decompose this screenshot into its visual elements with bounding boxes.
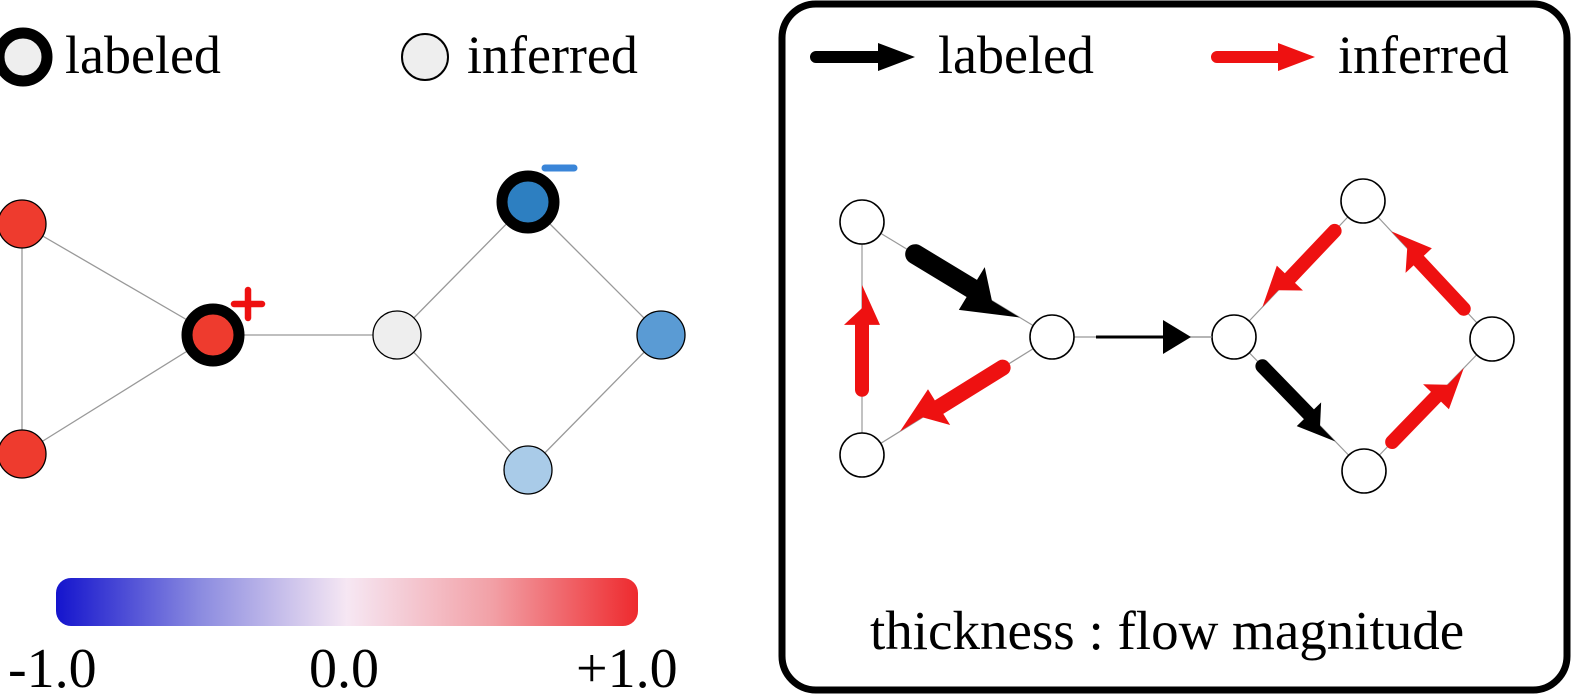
svg-text:0.0: 0.0 xyxy=(309,638,379,695)
svg-text:-1.0: -1.0 xyxy=(8,638,97,695)
svg-text:inferred: inferred xyxy=(1338,25,1509,85)
svg-text:+1.0: +1.0 xyxy=(576,638,678,695)
svg-text:thickness : flow magnitude: thickness : flow magnitude xyxy=(870,600,1464,661)
svg-text:labeled: labeled xyxy=(938,25,1094,85)
svg-text:inferred: inferred xyxy=(467,25,638,85)
svg-text:labeled: labeled xyxy=(65,25,221,85)
